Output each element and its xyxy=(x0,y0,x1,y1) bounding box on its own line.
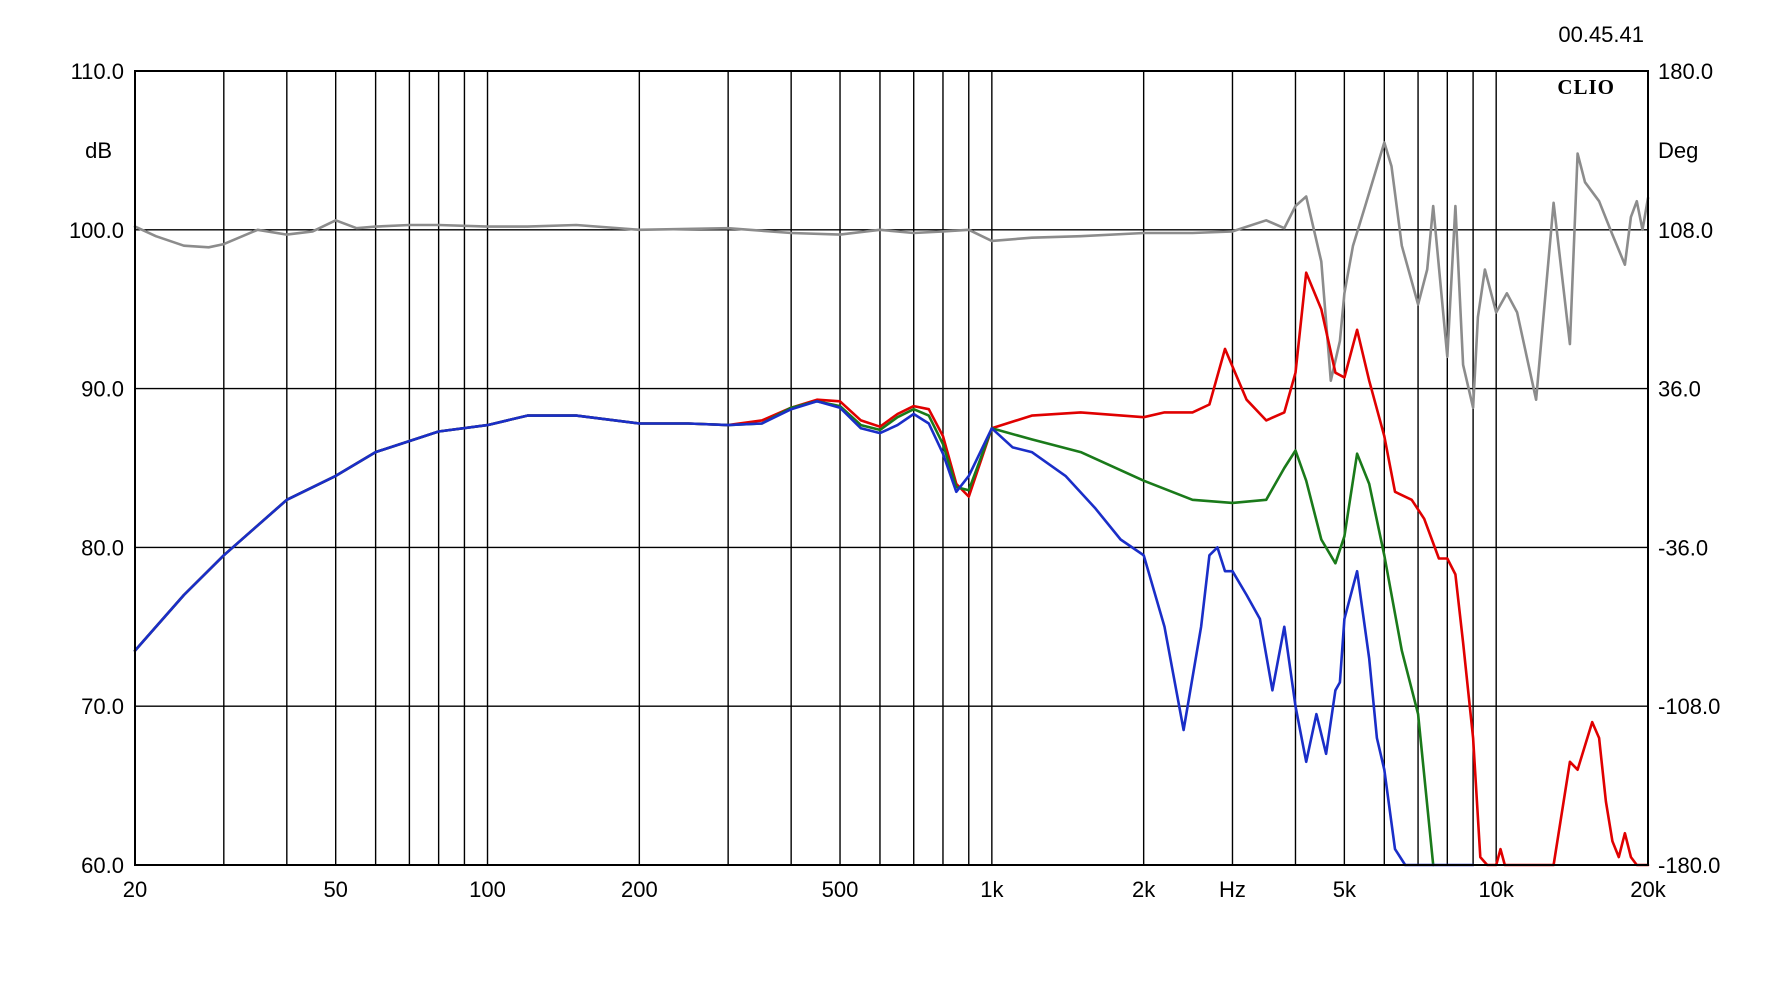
timestamp: 00.45.41 xyxy=(1558,22,1644,47)
x-tick-label: 2k xyxy=(1132,877,1156,902)
x-tick-label: 1k xyxy=(980,877,1004,902)
y-tick-label: 110.0 xyxy=(71,59,124,84)
y2-tick-labels: 180.0 108.0 36.0 -36.0 -108.0 -180.0 xyxy=(1658,59,1720,878)
x-tick-labels: 20 50 100 200 500 1k 2k Hz 5k 10k 20k xyxy=(123,877,1667,902)
y2-tick-label: -36.0 xyxy=(1658,535,1708,560)
x-tick-label: 10k xyxy=(1478,877,1514,902)
y2-tick-label: -180.0 xyxy=(1658,853,1720,878)
clio-logo: CLIO xyxy=(1557,75,1615,99)
y-tick-label: 60.0 xyxy=(81,853,124,878)
x-tick-label: 20 xyxy=(123,877,147,902)
x-tick-label: 500 xyxy=(822,877,859,902)
curve-1 xyxy=(133,141,1650,409)
y-tick-label: 90.0 xyxy=(81,377,124,402)
x-tick-label: 100 xyxy=(469,877,506,902)
x-tick-label: Hz xyxy=(1219,877,1246,902)
y-tick-label: 70.0 xyxy=(81,694,124,719)
left-unit-label: dB xyxy=(85,138,112,163)
y-tick-label: 100.0 xyxy=(69,218,124,243)
right-unit-label: Deg xyxy=(1658,138,1698,163)
y-tick-labels: 110.0 100.0 90.0 80.0 70.0 60.0 xyxy=(69,59,124,878)
y2-tick-label: -108.0 xyxy=(1658,694,1720,719)
y2-tick-label: 36.0 xyxy=(1658,377,1701,402)
x-tick-label: 5k xyxy=(1333,877,1357,902)
y2-tick-label: 180.0 xyxy=(1658,59,1713,84)
x-tick-label: 200 xyxy=(621,877,658,902)
x-tick-label: 50 xyxy=(323,877,347,902)
y2-tick-label: 108.0 xyxy=(1658,218,1713,243)
plot-frame xyxy=(134,70,1649,866)
y-tick-label: 80.0 xyxy=(81,535,124,560)
x-tick-label: 20k xyxy=(1630,877,1666,902)
curve-4 xyxy=(133,400,1475,867)
